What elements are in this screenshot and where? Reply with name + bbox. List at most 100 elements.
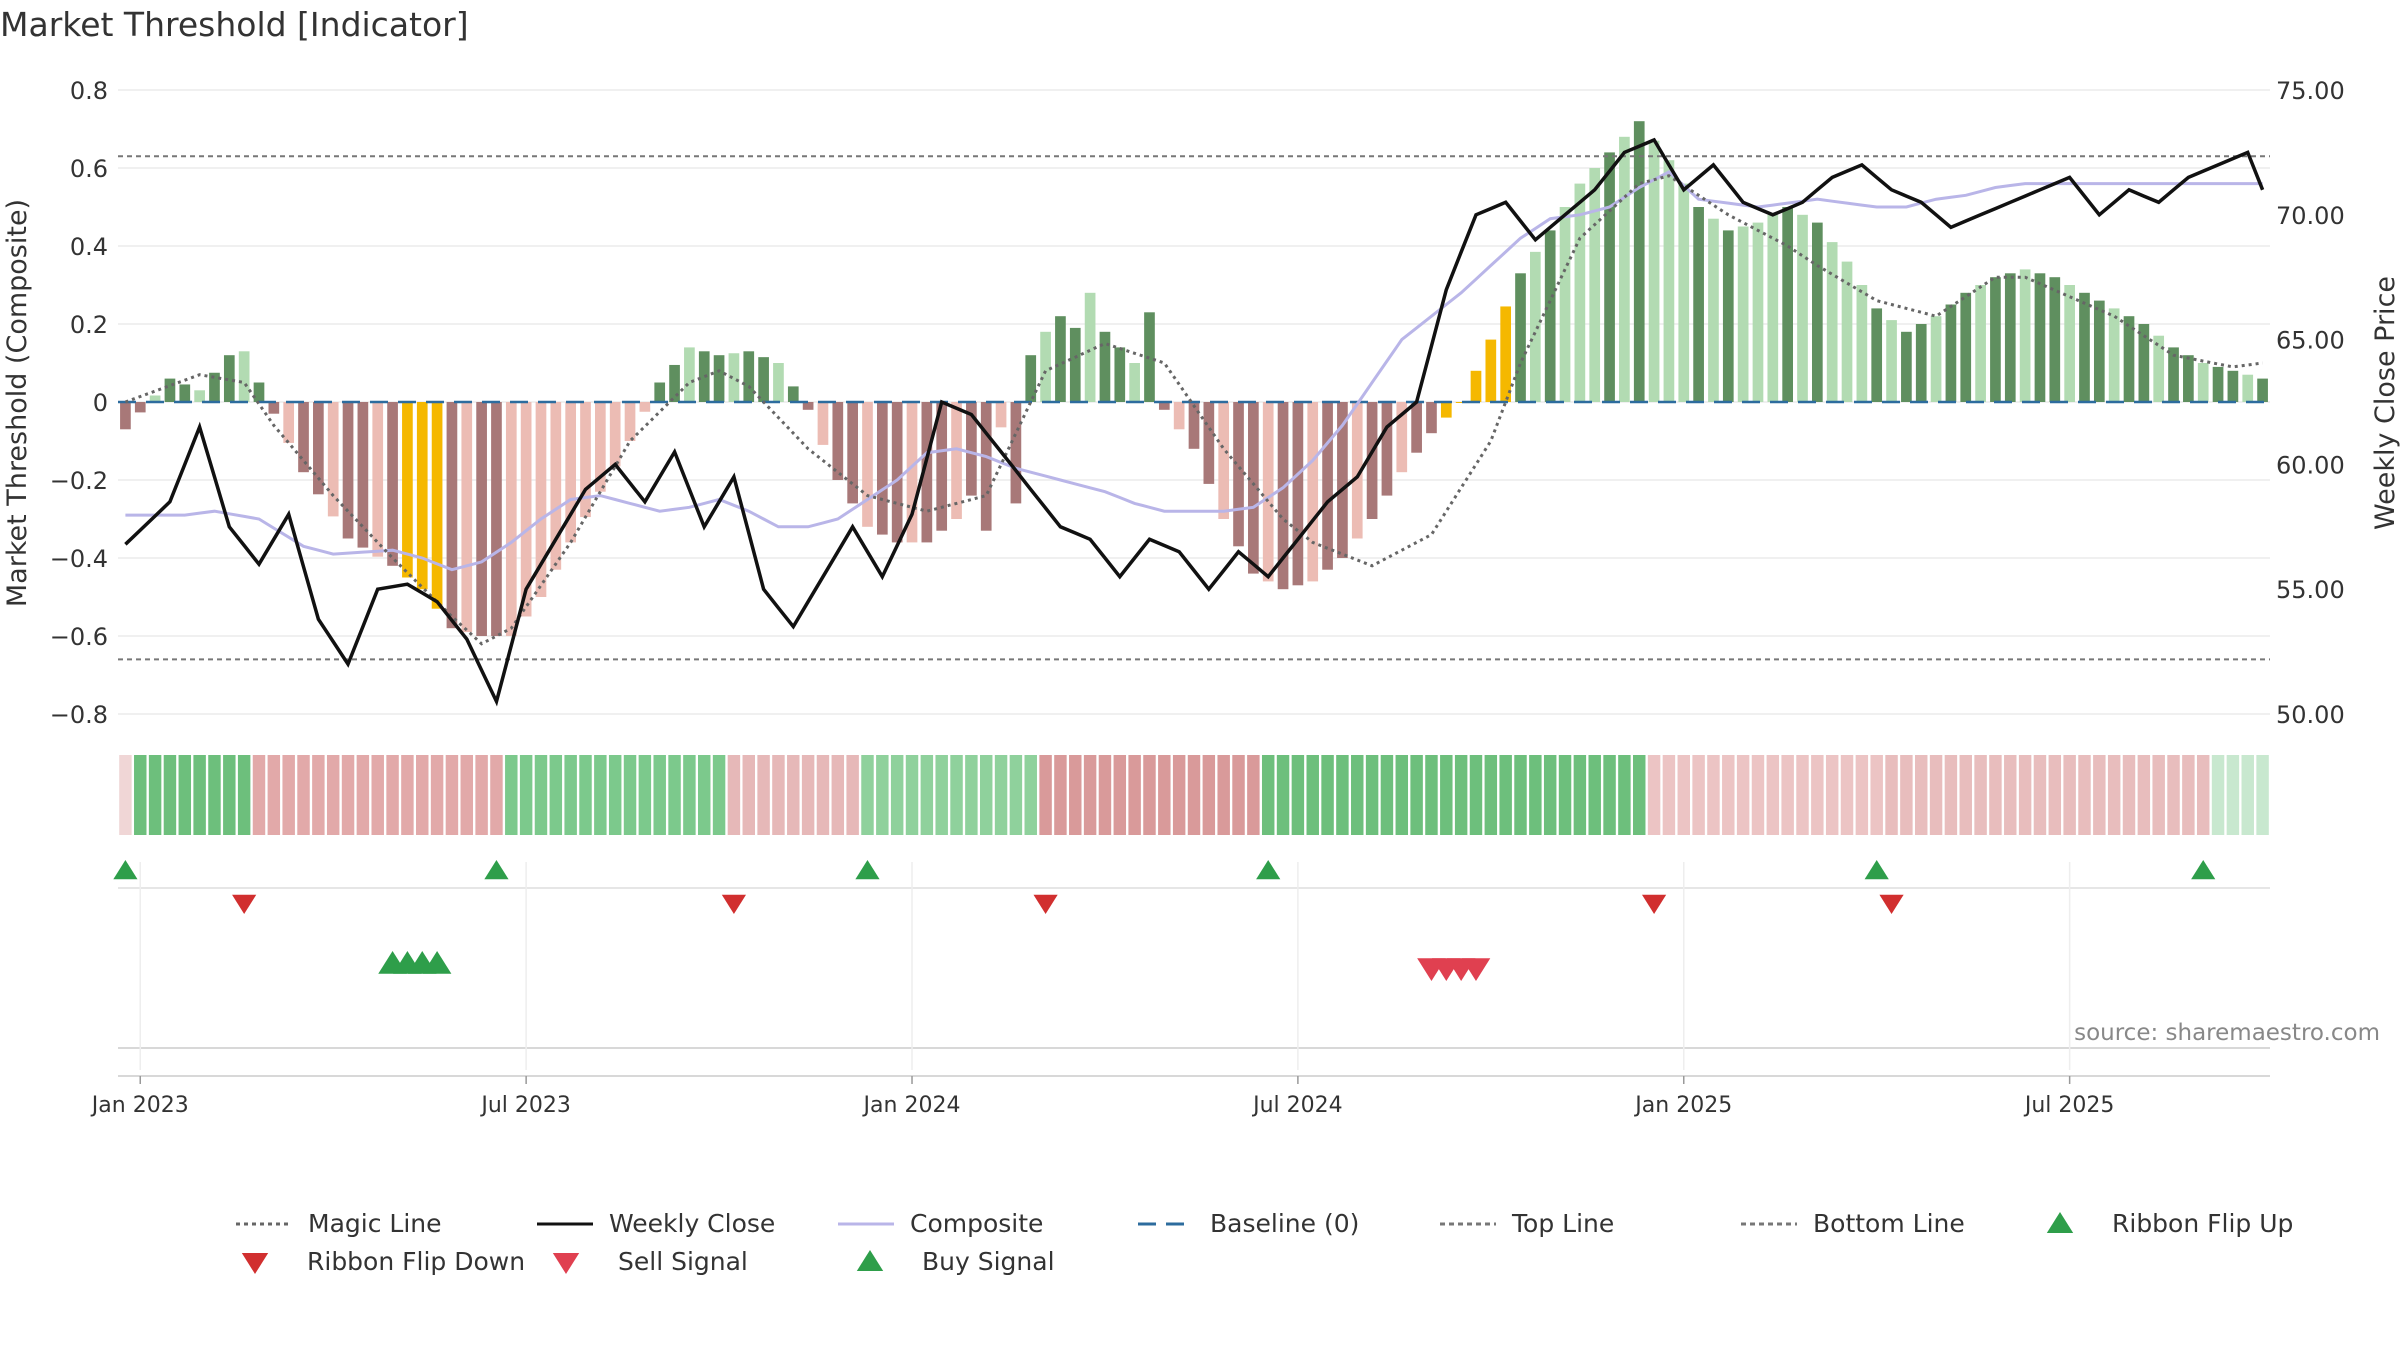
composite-bar	[1767, 214, 1779, 402]
legend-baseline-label: Baseline (0)	[1210, 1209, 1359, 1238]
composite-bar	[1411, 402, 1422, 453]
composite-bar	[476, 402, 487, 636]
ribbon-cell	[1247, 755, 1260, 835]
y-tick-left: 0.4	[70, 233, 108, 261]
composite-bar	[787, 386, 799, 402]
composite-bar	[980, 402, 992, 531]
composite-bar	[1470, 370, 1482, 402]
legend-sell-signal-swatch	[552, 1253, 580, 1274]
composite-bar	[758, 357, 769, 402]
composite-bar	[1173, 402, 1185, 430]
composite-bar	[1455, 402, 1467, 403]
composite-bar	[565, 402, 577, 543]
composite-bar	[1589, 168, 1601, 402]
buy-signal-marker	[422, 951, 452, 974]
ribbon-cell	[1944, 755, 1958, 835]
ribbon-cell	[1484, 755, 1498, 835]
composite-bar	[1262, 402, 1274, 582]
x-tick-label: Jul 2025	[2023, 1093, 2115, 1118]
composite-bar	[1737, 226, 1749, 402]
composite-bar	[1366, 402, 1378, 519]
composite-bar	[416, 402, 428, 590]
ribbon-cell	[1781, 755, 1794, 835]
ribbon-cell	[1840, 755, 1854, 835]
composite-bar	[253, 382, 265, 402]
composite-bar	[1351, 402, 1363, 539]
ribbon-cell	[1736, 755, 1750, 835]
ribbon-cell	[2226, 755, 2240, 835]
composite-bar	[1782, 207, 1793, 402]
legend-ribbon-flip-down-label: Ribbon Flip Down	[307, 1247, 525, 1276]
composite-bar	[2197, 363, 2209, 402]
composite-bar	[1945, 304, 1957, 402]
ribbon-flip-down-marker	[232, 894, 257, 914]
ribbon-cell	[1351, 755, 1364, 835]
composite-bar	[698, 351, 710, 402]
ribbon-cell	[2152, 755, 2165, 835]
x-tick-label: Jan 2023	[90, 1093, 189, 1118]
ribbon-cell	[890, 755, 904, 835]
ribbon-cell	[1291, 755, 1305, 835]
ribbon-cell	[1811, 755, 1824, 835]
composite-bar	[1114, 347, 1126, 402]
composite-bar	[1797, 214, 1808, 402]
composite-bar	[1084, 292, 1096, 402]
ribbon-cell	[920, 755, 934, 835]
ribbon-cell	[965, 755, 978, 835]
composite-bar	[387, 402, 398, 566]
ribbon-cell	[1751, 755, 1765, 835]
composite-bar	[1203, 402, 1215, 484]
ribbon-cell	[653, 755, 666, 835]
y-tick-left: −0.4	[50, 545, 108, 573]
composite-bar	[966, 402, 977, 496]
y-tick-right: 55.00	[2276, 576, 2345, 604]
ribbon-cell	[1261, 755, 1275, 835]
ribbon-cell	[905, 755, 919, 835]
ribbon-cell	[1588, 755, 1601, 835]
ribbon-cell	[460, 755, 474, 835]
ribbon-cell	[2107, 755, 2121, 835]
ribbon-cell	[1128, 755, 1141, 835]
legend-ribbon-flip-up-swatch	[2046, 1212, 2074, 1233]
legend-sell-signal-label: Sell Signal	[618, 1247, 748, 1276]
composite-bar	[2257, 378, 2268, 402]
y-tick-left: −0.6	[50, 623, 108, 651]
composite-bar	[223, 355, 235, 402]
composite-bar	[1530, 251, 1541, 402]
ribbon-cell	[861, 755, 874, 835]
ribbon-flip-down-marker	[1641, 894, 1667, 914]
composite-bar	[1708, 218, 1719, 402]
composite-bar	[1722, 230, 1734, 402]
composite-bar	[2004, 273, 2016, 402]
composite-bar	[1826, 242, 1838, 402]
composite-bar	[2049, 277, 2061, 402]
ribbon-cell	[1499, 755, 1512, 835]
legend-bottom-line: Bottom Line	[1741, 1209, 1965, 1238]
composite-bar	[2212, 366, 2224, 402]
composite-bar	[298, 402, 309, 473]
composite-bar	[1871, 308, 1883, 402]
ribbon-cell	[148, 755, 162, 835]
x-tick-label: Jan 2024	[862, 1093, 961, 1118]
ribbon-cell	[1929, 755, 1943, 835]
legend-buy-signal-swatch	[856, 1250, 884, 1271]
ribbon-cell	[237, 755, 251, 835]
ribbon-cell	[193, 755, 206, 835]
ribbon-cell	[801, 755, 815, 835]
composite-bar	[505, 402, 517, 636]
ribbon-cell	[1914, 755, 1928, 835]
legend-magic-line-label: Magic Line	[308, 1209, 442, 1238]
composite-bar	[2064, 285, 2075, 402]
ribbon-cell	[519, 755, 533, 835]
ribbon-cell	[1959, 755, 1972, 835]
composite-bar	[684, 347, 695, 402]
ribbon-cell	[1796, 755, 1809, 835]
ribbon-cell	[608, 755, 622, 835]
composite-bar	[1619, 136, 1630, 403]
composite-bar	[609, 402, 621, 467]
composite-bar	[832, 402, 844, 480]
legend-buy-signal-label: Buy Signal	[922, 1247, 1055, 1276]
composite-bar	[1233, 402, 1244, 547]
ribbon-cell	[1054, 755, 1067, 835]
ribbon-flip-down-marker	[1879, 894, 1904, 914]
